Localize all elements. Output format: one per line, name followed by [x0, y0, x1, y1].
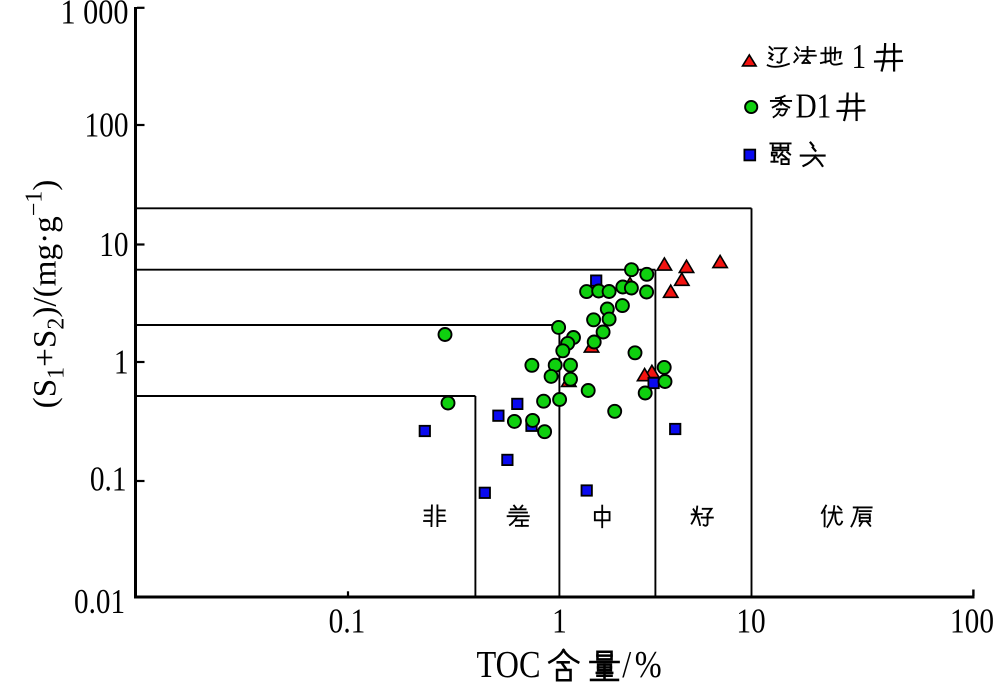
svg-text:0.01: 0.01 [74, 582, 125, 621]
svg-text:1: 1 [114, 342, 129, 381]
svg-text:100: 100 [950, 601, 994, 640]
svg-text:%: % [635, 644, 662, 686]
svg-text:1: 1 [852, 37, 867, 76]
svg-text:10: 10 [99, 225, 128, 264]
svg-text:1: 1 [552, 601, 567, 640]
svg-text:TOC: TOC [477, 644, 541, 686]
svg-text:10: 10 [736, 601, 765, 640]
svg-text:0.1: 0.1 [329, 601, 366, 640]
svg-text:D1: D1 [796, 86, 832, 125]
svg-text:0.1: 0.1 [90, 459, 127, 498]
svg-text:100: 100 [85, 105, 129, 144]
svg-text:/: / [622, 644, 631, 686]
svg-text:1 000: 1 000 [61, 0, 129, 31]
